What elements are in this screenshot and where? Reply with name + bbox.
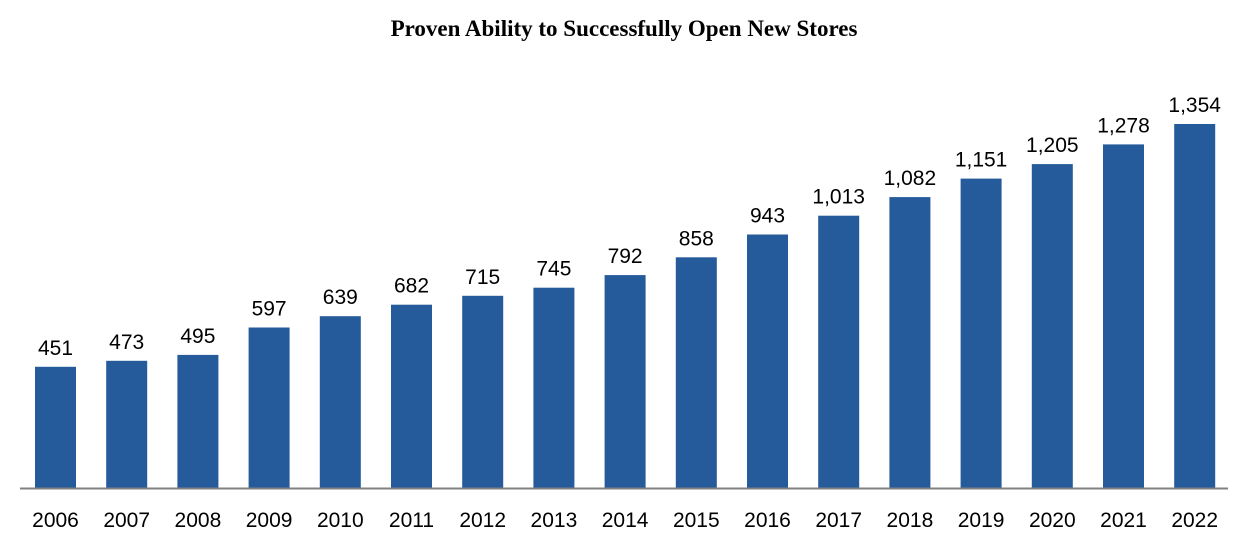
data-label-2020: 1,205 — [1026, 134, 1079, 157]
data-label-2015: 858 — [679, 227, 714, 250]
x-tick-label-2022: 2022 — [1171, 509, 1218, 532]
bar-2018 — [889, 197, 931, 488]
data-label-2017: 1,013 — [812, 186, 865, 209]
x-tick-label-2008: 2008 — [175, 509, 222, 532]
data-label-2010: 639 — [323, 286, 358, 309]
bar-2015 — [675, 257, 717, 488]
data-label-2008: 495 — [180, 325, 215, 348]
x-tick-label-2018: 2018 — [887, 509, 934, 532]
bar-2021 — [1103, 144, 1144, 488]
x-tick-label-2009: 2009 — [246, 509, 293, 532]
data-label-2013: 745 — [536, 258, 571, 281]
bar-2016 — [747, 234, 788, 488]
data-label-2021: 1,278 — [1097, 114, 1150, 137]
data-label-2016: 943 — [750, 205, 785, 228]
bar-2011 — [391, 304, 432, 488]
x-tick-label-2013: 2013 — [531, 509, 578, 532]
chart-title: Proven Ability to Successfully Open New … — [390, 16, 858, 41]
bar-2014 — [604, 275, 646, 488]
x-tick-label-2021: 2021 — [1100, 509, 1147, 532]
bar-2008 — [177, 354, 219, 488]
x-tick-label-2019: 2019 — [958, 509, 1005, 532]
bar-2022 — [1174, 124, 1216, 488]
bar-2020 — [1031, 164, 1073, 488]
x-tick-label-2020: 2020 — [1029, 509, 1076, 532]
bar-2006 — [35, 366, 76, 488]
bar-2017 — [818, 215, 860, 488]
x-tick-label-2010: 2010 — [317, 509, 364, 532]
bar-2010 — [319, 316, 361, 488]
data-label-2022: 1,354 — [1168, 94, 1221, 117]
data-label-2009: 597 — [252, 298, 287, 321]
data-label-2014: 792 — [608, 245, 643, 268]
x-tick-label-2011: 2011 — [389, 509, 434, 532]
data-label-2019: 1,151 — [955, 149, 1008, 172]
x-tick-label-2007: 2007 — [103, 509, 150, 532]
bar-2007 — [106, 360, 148, 488]
bar-2009 — [248, 327, 290, 488]
data-label-2018: 1,082 — [884, 167, 937, 190]
data-label-2006: 451 — [38, 337, 73, 360]
data-label-2011: 682 — [394, 275, 429, 298]
x-tick-label-2016: 2016 — [744, 509, 791, 532]
x-tick-label-2015: 2015 — [673, 509, 720, 532]
bar-2019 — [960, 178, 1002, 488]
data-label-2012: 715 — [465, 266, 500, 289]
x-tick-label-2012: 2012 — [459, 509, 506, 532]
x-tick-label-2017: 2017 — [815, 509, 862, 532]
bar-2012 — [462, 295, 504, 488]
data-label-2007: 473 — [109, 331, 144, 354]
bar-2013 — [533, 287, 575, 488]
x-tick-label-2014: 2014 — [602, 509, 649, 532]
x-tick-label-2006: 2006 — [32, 509, 79, 532]
